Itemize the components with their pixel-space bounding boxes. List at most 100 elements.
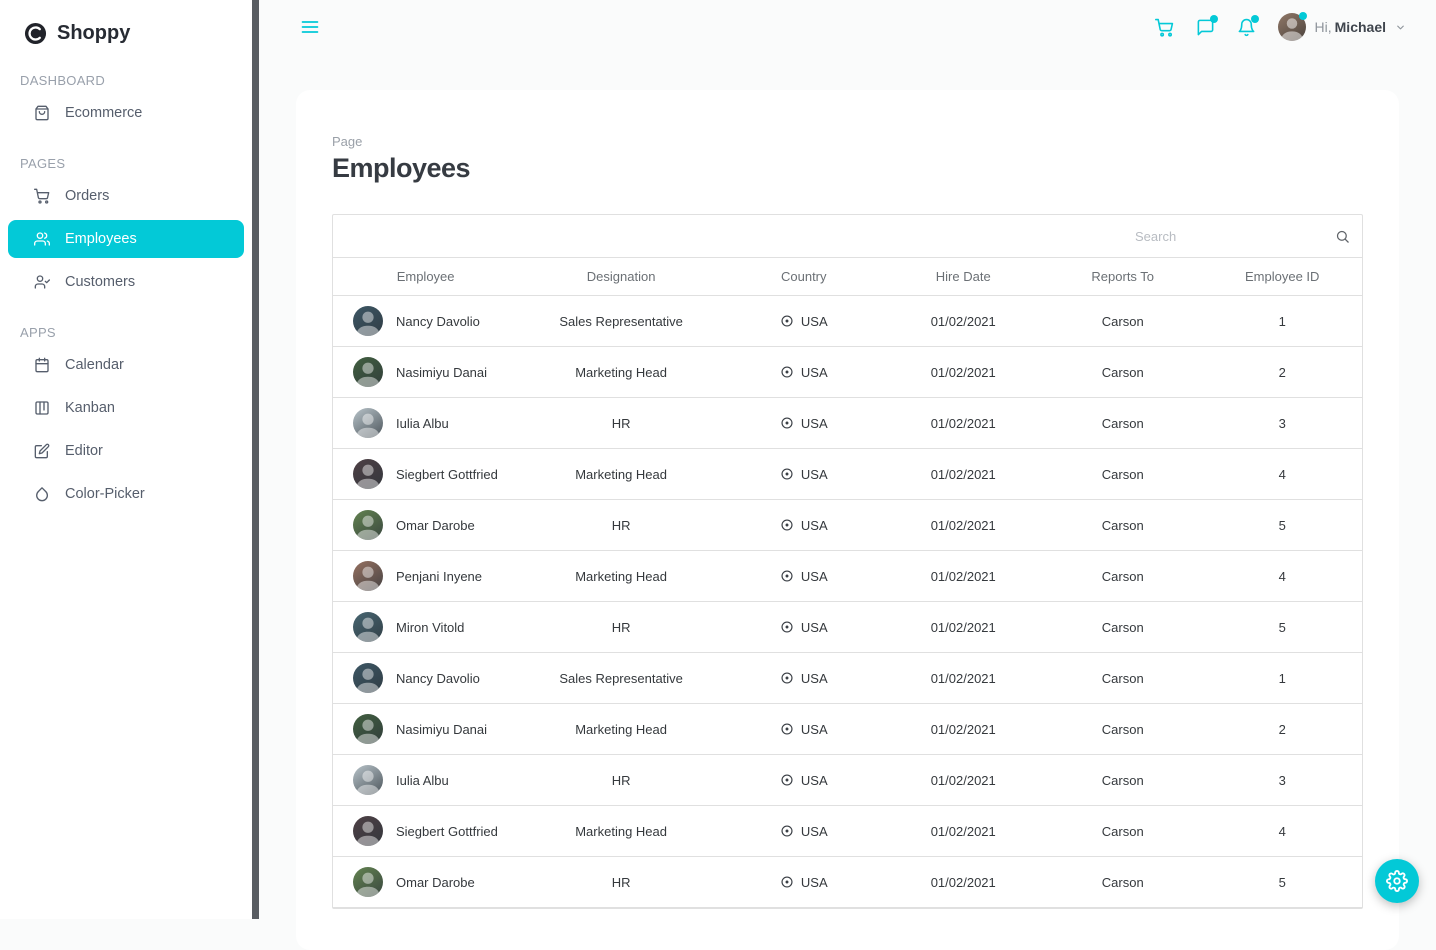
user-profile-button[interactable]: Hi, Michael <box>1277 12 1406 41</box>
customers-icon <box>34 274 50 290</box>
table-row[interactable]: Iulia Albu HR USA 01/02/2021 Carson 3 <box>333 755 1362 806</box>
table-header: Employee Designation Country Hire Date R… <box>333 258 1362 296</box>
employee-avatar <box>353 357 383 387</box>
sidebar-item-kanban[interactable]: Kanban <box>8 389 244 427</box>
search-icon[interactable] <box>1335 229 1350 244</box>
employee-name: Nancy Davolio <box>396 670 480 686</box>
column-header-country[interactable]: Country <box>780 269 827 284</box>
country-name: USA <box>800 721 828 737</box>
employee-id-cell: 3 <box>1278 415 1286 431</box>
settings-button[interactable] <box>1375 859 1419 903</box>
employee-id-cell: 5 <box>1278 619 1286 635</box>
country-name: USA <box>800 568 828 584</box>
reports-to-cell: Carson <box>1101 772 1144 788</box>
table-row[interactable]: Omar Darobe HR USA 01/02/2021 Carson 5 <box>333 857 1362 908</box>
sidebar-item-label: Calendar <box>65 357 124 373</box>
notification-button[interactable] <box>1237 14 1259 37</box>
greeting-text: Hi, Michael <box>1314 19 1386 35</box>
location-icon <box>780 518 794 532</box>
sidebar-item-label: Employees <box>65 231 137 247</box>
column-header-employee-id[interactable]: Employee ID <box>1245 269 1320 284</box>
cart-button[interactable] <box>1154 18 1174 37</box>
sidebar-item-customers[interactable]: Customers <box>8 263 244 301</box>
employee-name: Siegbert Gottfried <box>396 823 498 839</box>
employee-id-cell: 5 <box>1278 874 1286 890</box>
grid-toolbar <box>333 215 1362 258</box>
location-icon <box>780 314 794 328</box>
column-header-designation[interactable]: Designation <box>586 269 656 284</box>
hire-date-cell: 01/02/2021 <box>930 415 996 431</box>
sidebar-item-label: Kanban <box>65 400 115 416</box>
sidebar-item-orders[interactable]: Orders <box>8 177 244 215</box>
employee-id-cell: 3 <box>1278 772 1286 788</box>
employee-avatar <box>353 714 383 744</box>
employee-cell: Nancy Davolio <box>333 306 518 336</box>
designation-cell: Marketing Head <box>575 823 667 839</box>
sidebar-item-employees[interactable]: Employees <box>8 220 244 258</box>
search-input[interactable] <box>1135 228 1325 244</box>
sidebar-scrollbar-thumb[interactable] <box>252 0 259 919</box>
table-row[interactable]: Iulia Albu HR USA 01/02/2021 Carson 3 <box>333 398 1362 449</box>
table-row[interactable]: Nancy Davolio Sales Representative USA 0… <box>333 653 1362 704</box>
sidebar-item-color-picker[interactable]: Color-Picker <box>8 475 244 513</box>
sidebar-item-calendar[interactable]: Calendar <box>8 346 244 384</box>
table-row[interactable]: Nasimiyu Danai Marketing Head USA 01/02/… <box>333 347 1362 398</box>
sidebar-item-editor[interactable]: Editor <box>8 432 244 470</box>
table-row[interactable]: Omar Darobe HR USA 01/02/2021 Carson 5 <box>333 500 1362 551</box>
menu-icon <box>300 17 320 37</box>
reports-to-cell: Carson <box>1101 721 1144 737</box>
reports-to-cell: Carson <box>1101 568 1144 584</box>
column-header-employee[interactable]: Employee <box>396 269 455 284</box>
settings-icon <box>1386 870 1408 892</box>
country-name: USA <box>800 313 828 329</box>
designation-cell: Sales Representative <box>559 313 683 329</box>
table-row[interactable]: Nancy Davolio Sales Representative USA 0… <box>333 296 1362 347</box>
employee-name: Penjani Inyene <box>396 568 483 584</box>
reports-to-cell: Carson <box>1101 517 1144 533</box>
employee-cell: Penjani Inyene <box>333 561 518 591</box>
employee-name: Nancy Davolio <box>396 313 480 329</box>
ecommerce-icon <box>34 105 50 121</box>
employee-id-cell: 4 <box>1278 823 1286 839</box>
menu-toggle-button[interactable] <box>300 17 320 37</box>
table-row[interactable]: Penjani Inyene Marketing Head USA 01/02/… <box>333 551 1362 602</box>
sidebar-item-label: Customers <box>65 274 136 290</box>
employees-card: Page Employees Employee Designation Coun… <box>296 90 1399 950</box>
employee-cell: Nasimiyu Danai <box>333 357 518 387</box>
table-body: Nancy Davolio Sales Representative USA 0… <box>333 296 1362 908</box>
employee-name: Iulia Albu <box>396 415 449 431</box>
employee-name: Iulia Albu <box>396 772 449 788</box>
main-area: Hi, Michael Page Employees <box>259 0 1436 950</box>
table-row[interactable]: Siegbert Gottfried Marketing Head USA 01… <box>333 449 1362 500</box>
table-row[interactable]: Siegbert Gottfried Marketing Head USA 01… <box>333 806 1362 857</box>
column-header-hire-date[interactable]: Hire Date <box>935 269 991 284</box>
hire-date-cell: 01/02/2021 <box>930 364 996 380</box>
table-row[interactable]: Nasimiyu Danai Marketing Head USA 01/02/… <box>333 704 1362 755</box>
section-title-pages: PAGES <box>20 156 66 171</box>
reports-to-cell: Carson <box>1101 619 1144 635</box>
chat-button[interactable] <box>1196 14 1218 37</box>
user-avatar <box>1277 12 1307 41</box>
employee-avatar <box>353 510 383 540</box>
employee-name: Omar Darobe <box>396 874 475 890</box>
sidebar-item-ecommerce[interactable]: Ecommerce <box>8 94 244 132</box>
designation-cell: Marketing Head <box>575 364 667 380</box>
employee-cell: Nancy Davolio <box>333 663 518 693</box>
country-cell: USA <box>724 365 883 380</box>
breadcrumb: Page <box>332 134 363 149</box>
employee-avatar <box>353 306 383 336</box>
reports-to-cell: Carson <box>1101 874 1144 890</box>
designation-cell: Marketing Head <box>575 721 667 737</box>
logo[interactable]: Shoppy <box>0 14 252 49</box>
country-name: USA <box>800 874 828 890</box>
country-cell: USA <box>724 569 883 584</box>
country-name: USA <box>800 517 828 533</box>
employees-icon <box>34 231 50 247</box>
logo-icon <box>24 22 47 45</box>
topbar: Hi, Michael <box>259 0 1436 54</box>
employee-name: Nasimiyu Danai <box>396 721 488 737</box>
hire-date-cell: 01/02/2021 <box>930 823 996 839</box>
topbar-actions: Hi, Michael <box>1154 12 1406 41</box>
table-row[interactable]: Miron Vitold HR USA 01/02/2021 Carson 5 <box>333 602 1362 653</box>
column-header-reports-to[interactable]: Reports To <box>1091 269 1155 284</box>
